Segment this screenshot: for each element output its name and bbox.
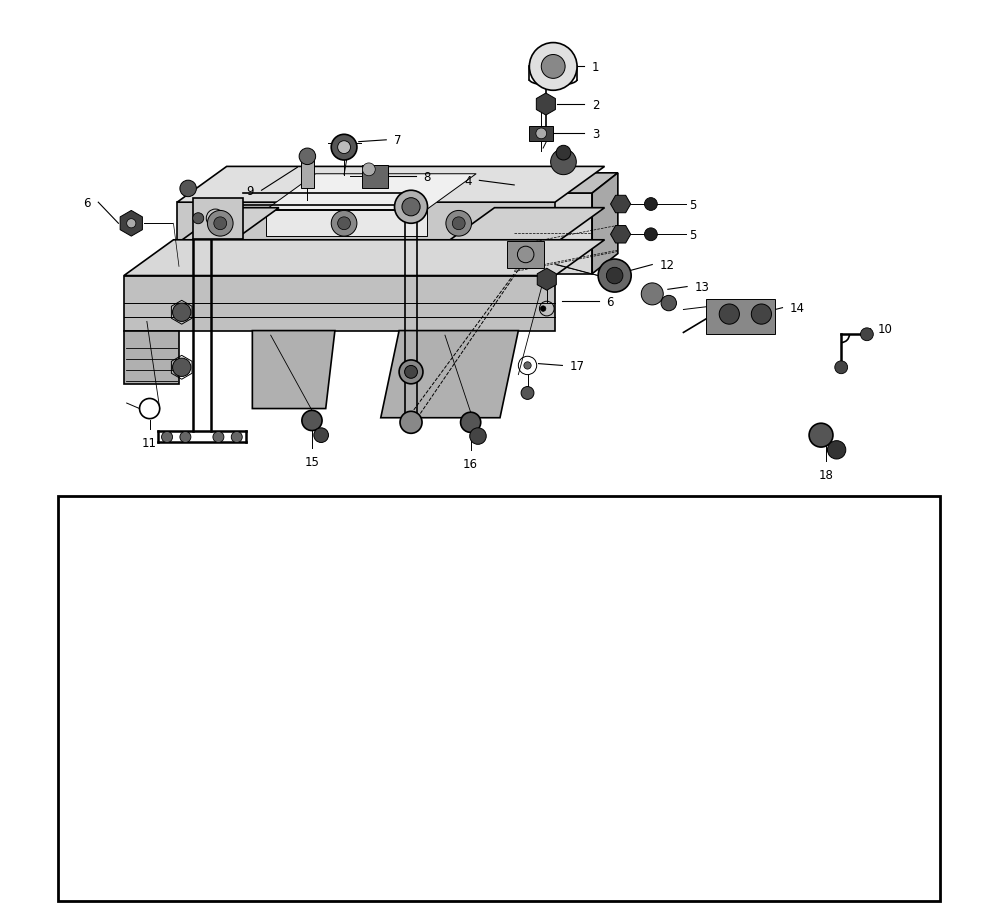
Text: 9: 9 [247, 185, 254, 198]
Text: 10: 10 [878, 323, 893, 335]
Text: 8: 8 [423, 171, 430, 184]
Circle shape [452, 218, 465, 231]
Polygon shape [611, 196, 631, 213]
Circle shape [331, 135, 357, 161]
Polygon shape [124, 277, 555, 331]
Text: 2: 2 [592, 98, 599, 111]
Polygon shape [266, 210, 427, 237]
Bar [706, 301, 775, 335]
Circle shape [173, 358, 191, 377]
Circle shape [827, 441, 846, 460]
Polygon shape [537, 269, 556, 291]
Bar [193, 199, 243, 240]
Circle shape [835, 361, 848, 374]
Polygon shape [177, 209, 279, 244]
Circle shape [193, 213, 204, 224]
Text: 5: 5 [689, 199, 697, 211]
Circle shape [402, 199, 420, 217]
Circle shape [207, 211, 233, 237]
Polygon shape [381, 331, 518, 418]
Circle shape [446, 211, 472, 237]
Circle shape [751, 305, 771, 324]
Bar [58, 496, 940, 902]
Polygon shape [177, 244, 229, 277]
Circle shape [529, 43, 577, 91]
Circle shape [314, 428, 328, 443]
Circle shape [860, 328, 873, 341]
Circle shape [641, 284, 663, 306]
Circle shape [127, 220, 136, 229]
Circle shape [598, 260, 631, 293]
Circle shape [644, 199, 657, 211]
Polygon shape [177, 167, 605, 203]
Polygon shape [124, 331, 179, 384]
Circle shape [214, 218, 227, 231]
Circle shape [180, 181, 196, 198]
Text: 18: 18 [818, 469, 833, 482]
Circle shape [461, 413, 481, 433]
Circle shape [644, 229, 657, 242]
Bar [529, 127, 553, 142]
Circle shape [540, 307, 546, 312]
Polygon shape [177, 203, 555, 244]
Polygon shape [592, 174, 618, 275]
Bar [301, 157, 314, 189]
Polygon shape [514, 174, 618, 194]
Circle shape [162, 432, 173, 443]
Polygon shape [266, 175, 476, 210]
Text: 13: 13 [694, 281, 709, 294]
Circle shape [399, 360, 423, 384]
Bar [507, 242, 544, 269]
Circle shape [521, 387, 534, 400]
Circle shape [606, 268, 623, 285]
Circle shape [338, 218, 350, 231]
Polygon shape [514, 194, 592, 275]
Circle shape [173, 304, 191, 322]
Circle shape [231, 432, 242, 443]
Text: 16: 16 [463, 458, 478, 471]
Text: 15: 15 [305, 456, 319, 469]
Text: 4: 4 [465, 175, 472, 187]
Circle shape [536, 129, 547, 140]
Polygon shape [120, 211, 142, 237]
Polygon shape [536, 94, 555, 116]
Text: 11: 11 [142, 437, 157, 449]
Circle shape [180, 432, 191, 443]
Circle shape [213, 432, 224, 443]
Polygon shape [124, 241, 605, 277]
Circle shape [395, 191, 428, 224]
Circle shape [719, 305, 739, 324]
Circle shape [400, 412, 422, 434]
Polygon shape [445, 244, 555, 277]
Polygon shape [445, 209, 605, 244]
Text: 1: 1 [592, 61, 599, 74]
Circle shape [809, 424, 833, 448]
Text: 5: 5 [689, 229, 697, 242]
Circle shape [541, 55, 565, 79]
Text: 14: 14 [790, 301, 805, 315]
Text: 3: 3 [592, 128, 599, 141]
Circle shape [661, 296, 676, 312]
Text: 7: 7 [394, 134, 401, 147]
Circle shape [331, 211, 357, 237]
Circle shape [405, 366, 417, 379]
Circle shape [302, 411, 322, 431]
Circle shape [362, 164, 375, 176]
Bar [362, 165, 388, 189]
Polygon shape [252, 331, 335, 409]
Circle shape [524, 362, 531, 369]
Polygon shape [611, 226, 631, 244]
Circle shape [551, 150, 576, 176]
Circle shape [556, 146, 571, 161]
Circle shape [338, 142, 350, 154]
Text: 6: 6 [606, 295, 614, 309]
Circle shape [470, 428, 486, 445]
Text: 17: 17 [570, 359, 585, 372]
Text: 12: 12 [660, 259, 675, 272]
Text: 6: 6 [83, 197, 91, 210]
Circle shape [299, 149, 316, 165]
